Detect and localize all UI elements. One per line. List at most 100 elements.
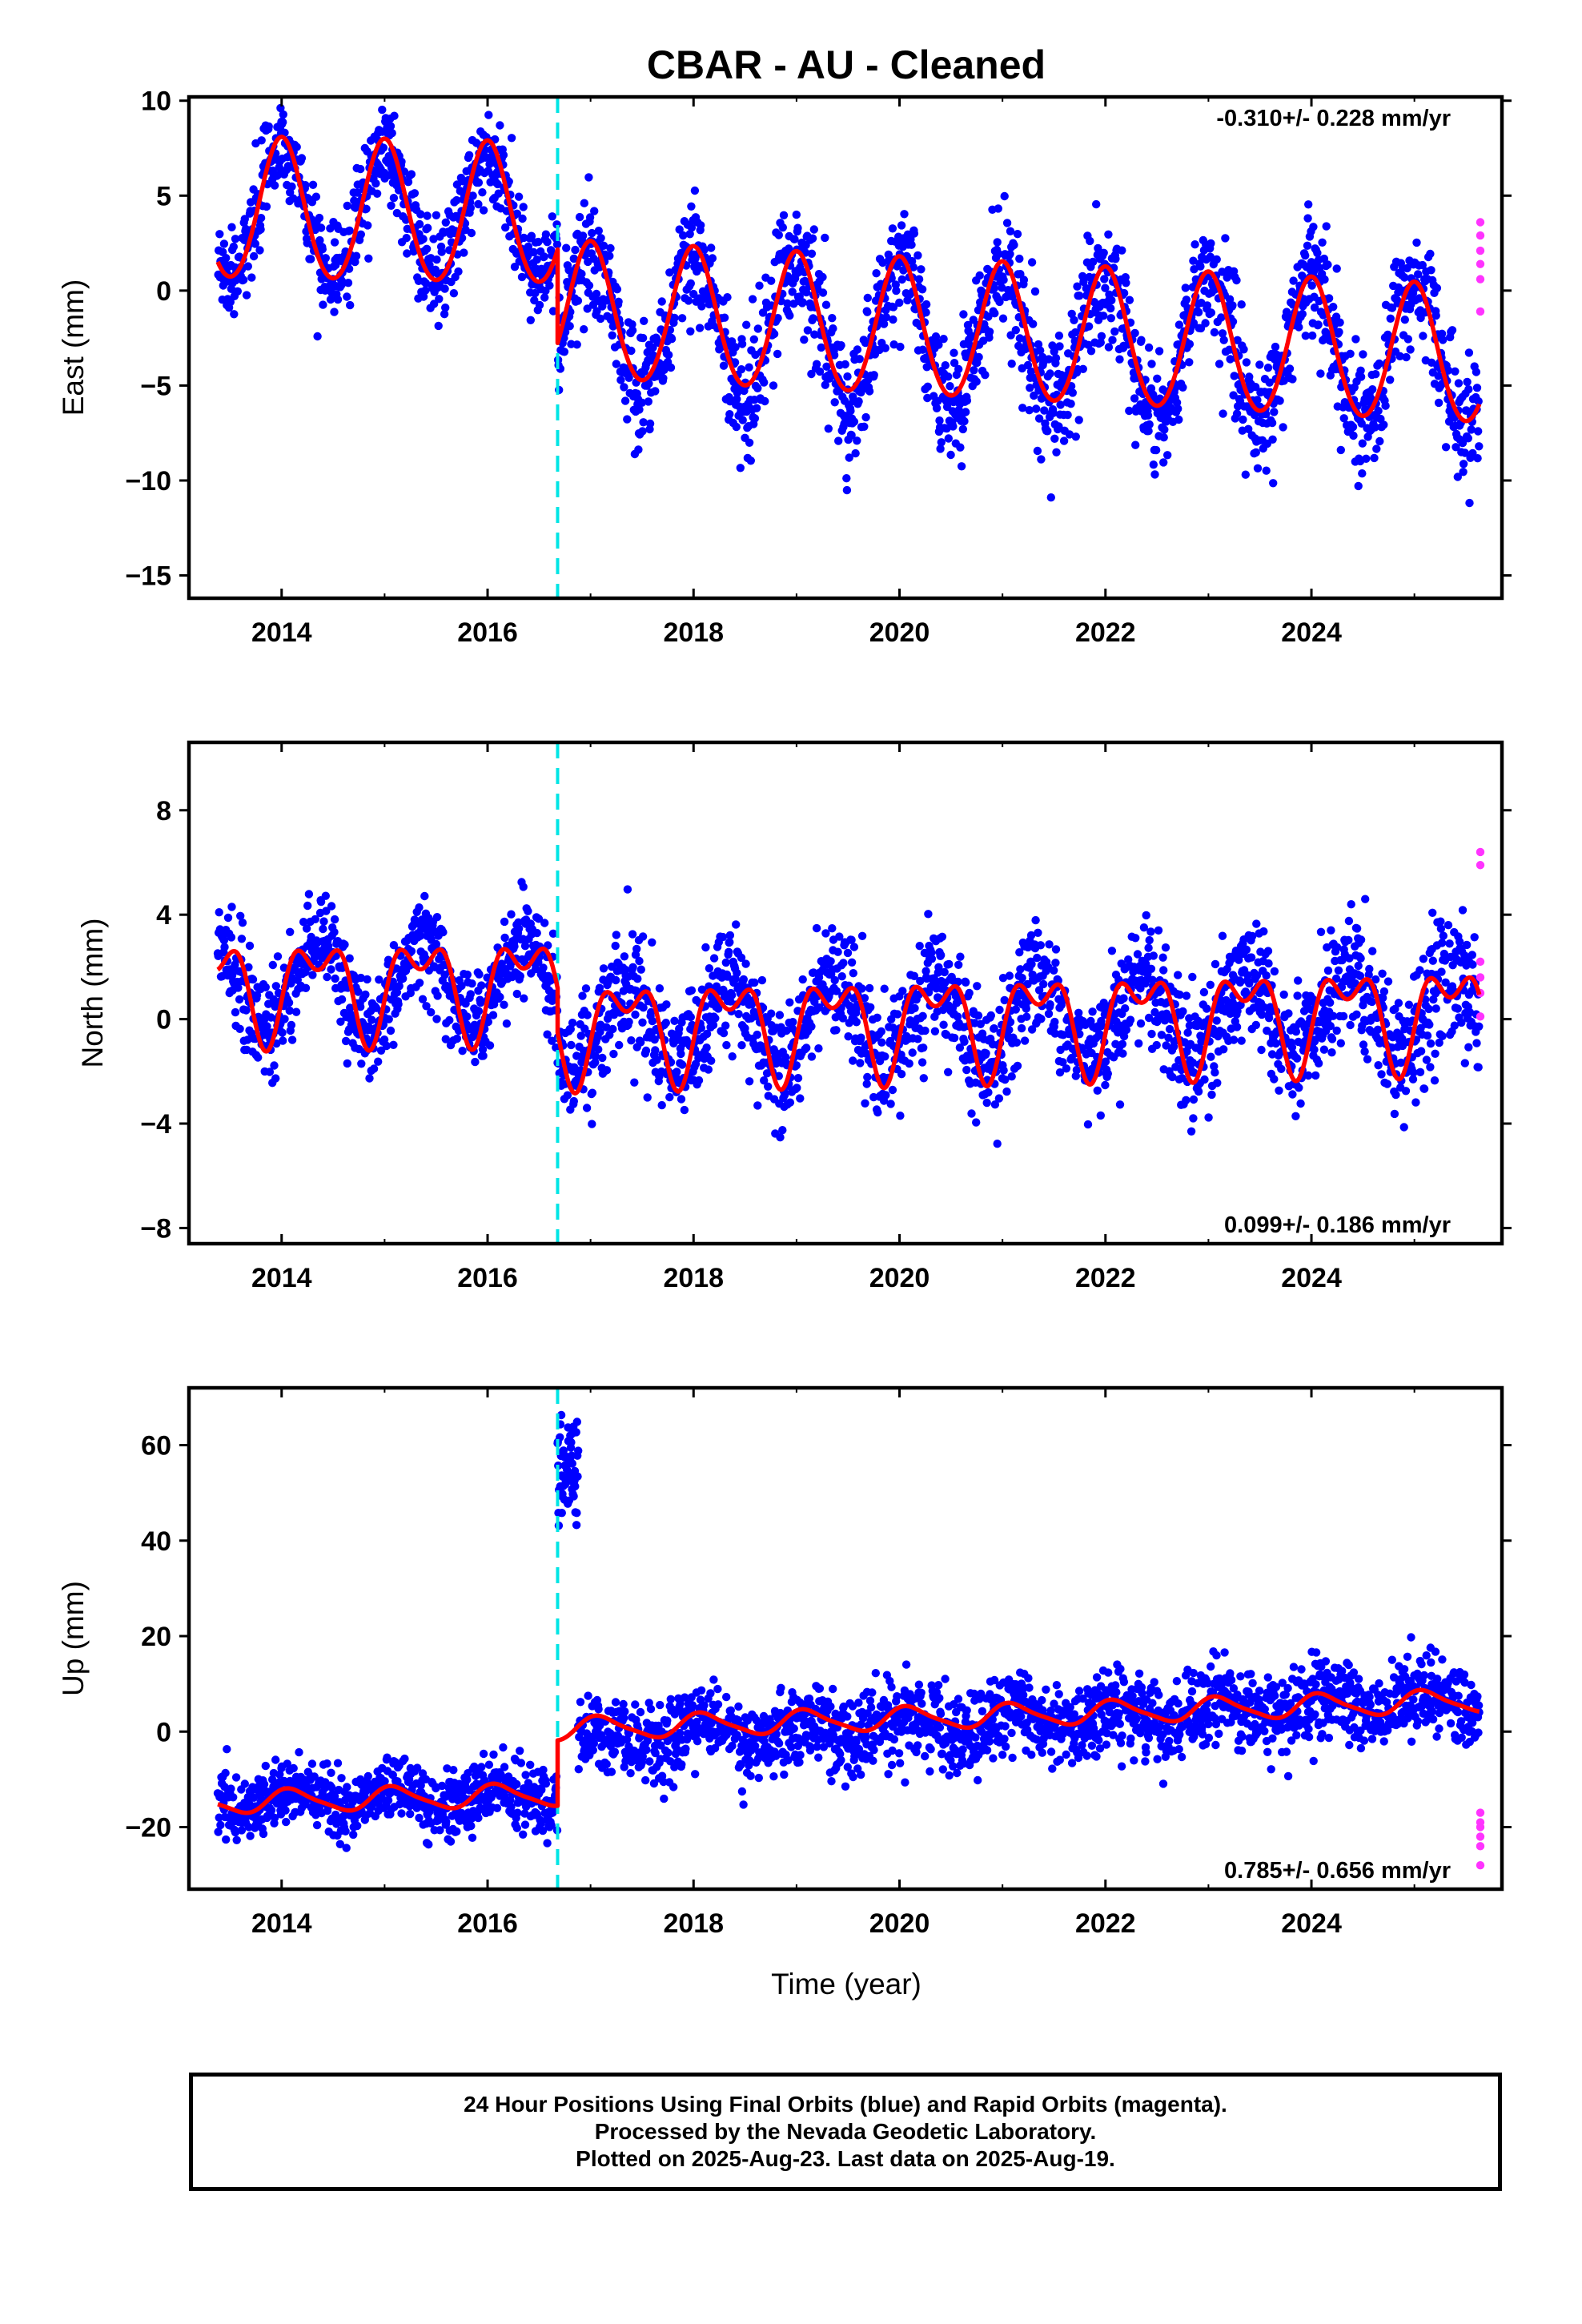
plot-area (214, 97, 1485, 598)
data-point (1219, 1045, 1228, 1054)
data-point (424, 223, 432, 232)
data-point (721, 958, 730, 967)
x-tick-label: 2018 (663, 617, 724, 648)
data-point (1270, 1075, 1279, 1084)
data-point (540, 293, 549, 302)
data-point (394, 186, 404, 195)
x-tick-label: 2016 (457, 617, 518, 648)
data-point (1002, 1087, 1011, 1096)
data-point (1419, 332, 1427, 340)
data-point (248, 975, 258, 984)
data-point (333, 295, 343, 304)
x-tick-label: 2020 (869, 617, 930, 648)
data-point (1046, 493, 1056, 502)
data-point (343, 1059, 351, 1068)
data-point (394, 999, 403, 1009)
data-point (327, 902, 336, 911)
data-point (779, 211, 789, 219)
data-point (594, 1045, 603, 1054)
data-point (500, 917, 509, 927)
data-point (463, 970, 472, 979)
data-point (950, 359, 959, 368)
data-point (967, 1109, 976, 1118)
data-point (788, 287, 797, 296)
data-point (1071, 432, 1081, 441)
data-point (923, 393, 932, 403)
data-point (834, 436, 843, 445)
data-point (1288, 1090, 1297, 1099)
data-point (832, 1026, 841, 1035)
data-point (879, 320, 889, 328)
data-point (215, 230, 224, 239)
data-point (934, 340, 943, 349)
data-point (1107, 296, 1116, 305)
data-point (842, 474, 851, 483)
data-point (488, 1011, 498, 1019)
data-point (1219, 409, 1227, 418)
data-point (1101, 1080, 1110, 1090)
data-point (1295, 1084, 1303, 1092)
data-point (1161, 943, 1170, 952)
data-point (1070, 316, 1078, 324)
data-point (898, 987, 907, 995)
data-point (1358, 469, 1367, 478)
data-point (284, 998, 294, 1007)
data-point (235, 995, 244, 1004)
data-point (278, 1028, 287, 1037)
data-point (990, 309, 999, 318)
data-point (539, 963, 548, 972)
data-point (1006, 227, 1015, 235)
data-point (808, 234, 817, 243)
data-point (965, 988, 974, 998)
data-point (1099, 312, 1108, 320)
data-point (315, 235, 324, 245)
data-point (273, 952, 283, 961)
data-point (1019, 275, 1029, 284)
data-point (857, 984, 866, 993)
data-point (1036, 941, 1046, 950)
data-point (1251, 1020, 1261, 1030)
data-point (548, 212, 556, 221)
data-point (239, 275, 248, 284)
data-point (1121, 1004, 1130, 1013)
data-point (576, 1031, 585, 1040)
data-point (1200, 1075, 1209, 1084)
data-point (1203, 301, 1212, 310)
data-point (429, 235, 438, 243)
data-point (1149, 951, 1158, 960)
data-point (1147, 1029, 1156, 1039)
data-point (829, 324, 837, 333)
data-point (454, 267, 463, 276)
data-point (474, 1007, 484, 1015)
data-point (1441, 443, 1451, 452)
data-point (527, 231, 536, 240)
data-point (1050, 1017, 1059, 1027)
data-point (623, 885, 632, 894)
data-point (855, 355, 864, 364)
data-point (789, 1018, 797, 1027)
data-point (1142, 911, 1150, 920)
data-point (1269, 479, 1278, 488)
data-point (319, 300, 327, 309)
data-point (809, 314, 817, 323)
data-point (1232, 1023, 1242, 1031)
data-point (1207, 1052, 1215, 1061)
data-point (510, 263, 520, 271)
data-point (1339, 1011, 1348, 1021)
data-point (565, 322, 574, 331)
data-point (287, 182, 296, 191)
data-point (725, 931, 735, 940)
data-point (657, 1100, 666, 1110)
data-point (1212, 255, 1221, 264)
data-point (957, 462, 966, 471)
rapid-point (1476, 259, 1485, 268)
data-point (262, 202, 271, 211)
data-point (812, 923, 821, 933)
data-point (869, 371, 878, 380)
data-point (704, 1065, 713, 1074)
figure-title: CBAR - AU - Cleaned (647, 42, 1046, 87)
data-point (369, 1064, 379, 1073)
data-point (1158, 953, 1167, 962)
data-point (1051, 354, 1061, 363)
data-point (516, 971, 524, 981)
